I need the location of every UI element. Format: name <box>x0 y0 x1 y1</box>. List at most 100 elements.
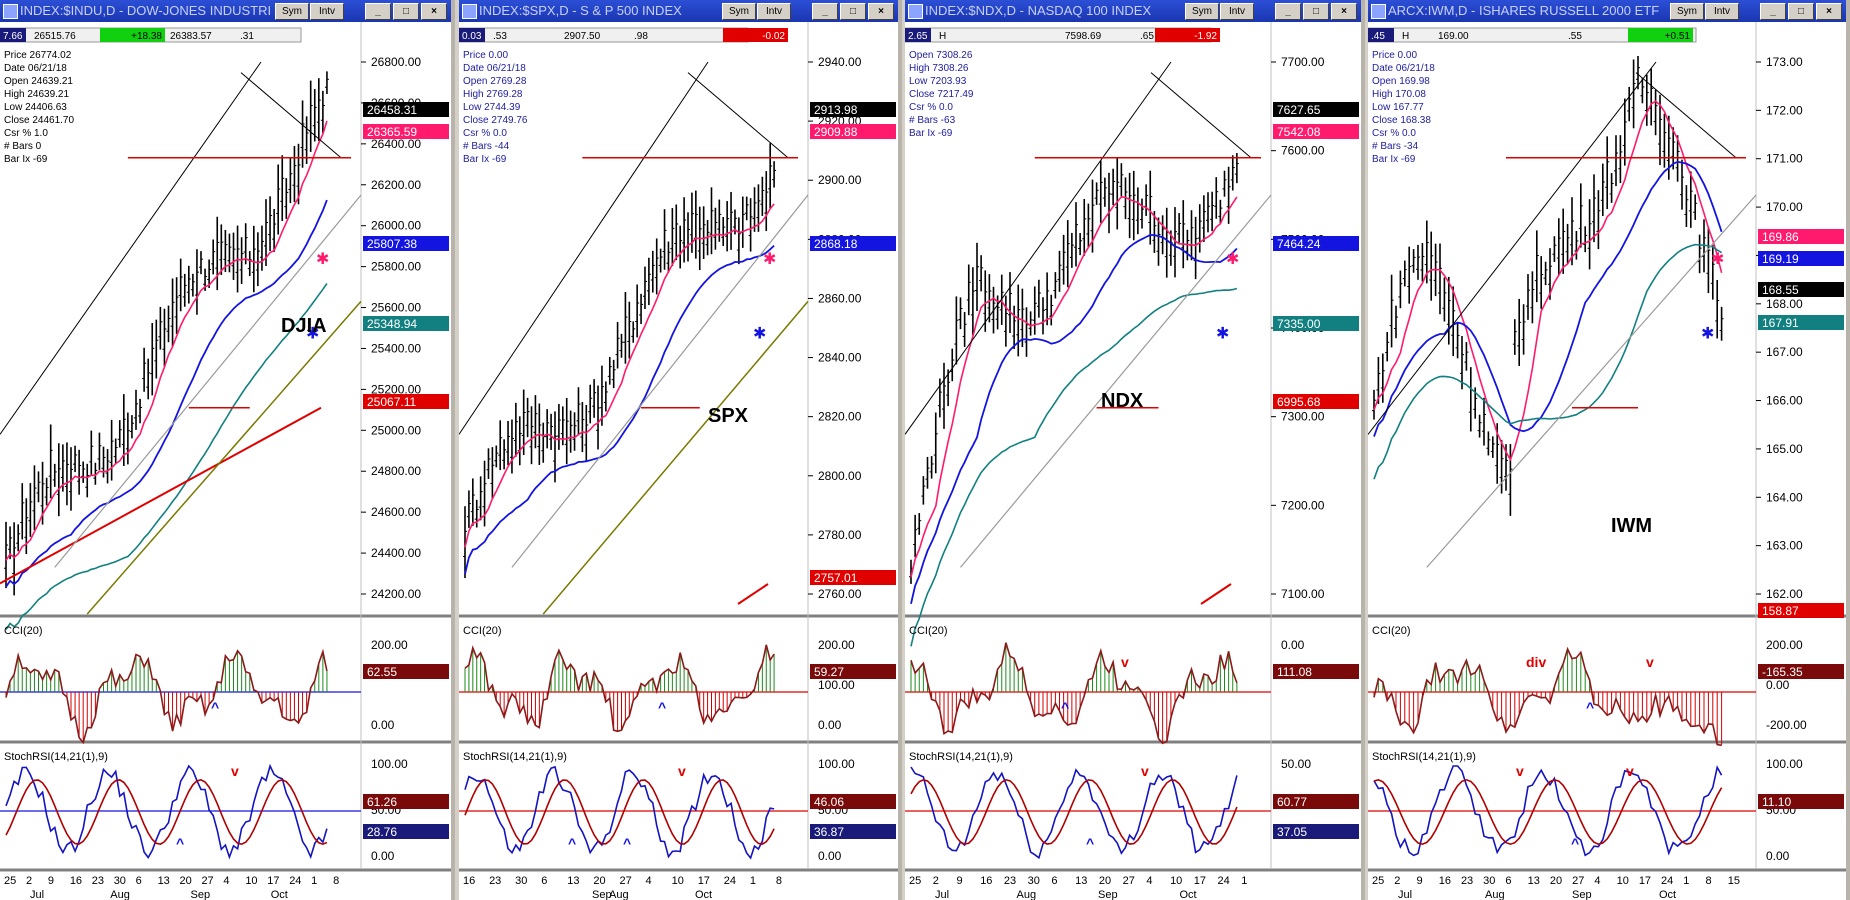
price-tick-label: 2800.00 <box>818 469 862 483</box>
quote-change-box <box>100 28 165 42</box>
quote-value-3: .65 <box>1140 31 1154 42</box>
quote-open-box <box>459 28 485 42</box>
quote-change-value: +0.51 <box>1665 31 1691 42</box>
system-menu-icon[interactable] <box>908 4 923 19</box>
x-axis-month-label: Jul <box>935 889 949 900</box>
x-axis-month-label: Aug <box>110 889 130 900</box>
intv-button[interactable]: Intv <box>1705 3 1739 20</box>
price-tick-label: 2940.00 <box>818 55 862 69</box>
system-menu-icon[interactable] <box>1371 4 1386 19</box>
star-marker-icon: ✱ <box>1701 326 1714 343</box>
x-axis-day-label: 30 <box>515 875 527 887</box>
price-tick-label: 24200.00 <box>371 587 421 601</box>
cci-title: CCI(20) <box>1372 625 1411 637</box>
info-line: Low 167.77 <box>1372 102 1424 113</box>
quote-change-box <box>1155 28 1220 42</box>
minimize-icon[interactable]: _ <box>1275 3 1301 20</box>
minimize-icon[interactable]: _ <box>812 3 838 20</box>
price-tag <box>810 236 896 251</box>
x-axis-day-label: 20 <box>1550 875 1562 887</box>
sym-button[interactable]: Sym <box>1670 3 1704 20</box>
price-tag-value: 169.86 <box>1762 230 1799 244</box>
sym-button[interactable]: Sym <box>1185 3 1219 20</box>
stoch-tick-label: 100.00 <box>818 757 855 771</box>
price-tick-label: 24600.00 <box>371 505 421 519</box>
price-tick-label: 25200.00 <box>371 382 421 396</box>
sym-button[interactable]: Sym <box>722 3 756 20</box>
quote-value-3: .31 <box>240 31 254 42</box>
sym-button[interactable]: Sym <box>275 3 309 20</box>
price-tick-label: 166.00 <box>1766 394 1803 408</box>
info-line: Open 24639.21 <box>4 76 73 87</box>
price-tag-value: 169.19 <box>1762 252 1799 266</box>
price-tag <box>1758 251 1844 266</box>
intv-button[interactable]: Intv <box>310 3 344 20</box>
price-info-block: Price 26774.02 Date 06/21/18 Open 24639.21… <box>4 50 74 165</box>
star-marker-icon: ✱ <box>316 251 329 268</box>
close-icon[interactable]: × <box>421 3 447 20</box>
price-bars <box>4 71 329 596</box>
quote-change-value: -1.92 <box>1194 31 1217 42</box>
minimize-icon[interactable]: _ <box>1760 3 1786 20</box>
maximize-icon[interactable]: □ <box>1788 3 1814 20</box>
cci-tick-label: 200.00 <box>818 638 855 652</box>
price-tag <box>1273 124 1359 139</box>
info-line: Close 2749.76 <box>463 115 528 126</box>
x-axis-month-label: Aug <box>1485 889 1505 900</box>
stoch-annotation: v <box>1626 763 1634 779</box>
close-icon[interactable]: × <box>868 3 894 20</box>
price-tick-label: 25000.00 <box>371 423 421 437</box>
cci-line <box>5 648 328 745</box>
stoch-annotation: ^ <box>176 835 184 851</box>
cci-line <box>464 644 775 733</box>
x-axis-month-label: Jul <box>1398 889 1412 900</box>
price-tick-label: 7200.00 <box>1281 498 1325 512</box>
price-tag-value: 26458.31 <box>367 103 417 117</box>
price-tick-label: 26200.00 <box>371 178 421 192</box>
x-axis-day-label: 16 <box>70 875 82 887</box>
price-tag-value: 167.91 <box>1762 316 1799 330</box>
info-line: Bar Ix -69 <box>463 154 507 165</box>
system-menu-icon[interactable] <box>462 4 477 19</box>
stoch-title: StochRSI(14,21(1),9) <box>1372 751 1476 763</box>
stoch-value-tag <box>363 794 449 809</box>
price-tick-label: 2840.00 <box>818 351 862 365</box>
maximize-icon[interactable]: □ <box>393 3 419 20</box>
x-axis-day-label: 15 <box>1728 875 1740 887</box>
intv-button[interactable]: Intv <box>1220 3 1254 20</box>
info-line: # Bars -44 <box>463 141 510 152</box>
x-axis-day-label: 30 <box>114 875 126 887</box>
trend-line-upper <box>1368 61 1657 435</box>
x-axis-day-label: 13 <box>1528 875 1540 887</box>
minimize-icon[interactable]: _ <box>365 3 391 20</box>
price-tag-value: 168.55 <box>1762 283 1799 297</box>
price-tag-value: 26365.59 <box>367 125 417 139</box>
maximize-icon[interactable]: □ <box>840 3 866 20</box>
price-tag-value: 2757.01 <box>814 571 858 585</box>
x-axis-day-label: 1 <box>1241 875 1247 887</box>
quote-open-box <box>1368 28 1394 42</box>
price-tick-label: 7100.00 <box>1281 587 1325 601</box>
maximize-icon[interactable]: □ <box>1303 3 1329 20</box>
x-axis-day-label: 25 <box>909 875 921 887</box>
info-line: Csr % 0.0 <box>909 102 953 113</box>
stoch-annotation: v <box>1141 763 1149 779</box>
x-axis-day-label: 24 <box>1661 875 1673 887</box>
stoch-value-tag-text: 37.05 <box>1277 825 1307 839</box>
stoch-title: StochRSI(14,21(1),9) <box>4 751 108 763</box>
trend-line-olive <box>542 300 809 615</box>
intv-button[interactable]: Intv <box>757 3 791 20</box>
cci-line <box>910 642 1238 745</box>
trend-line-resistance <box>240 72 342 159</box>
stoch-d-line <box>1373 778 1723 846</box>
system-menu-icon[interactable] <box>3 4 18 19</box>
window-titlebar: INDEX:$NDX,D - NASDAQ 100 INDEX Sym Intv _ □… <box>905 0 1361 22</box>
price-tick-label: 2860.00 <box>818 291 862 305</box>
close-icon[interactable]: × <box>1331 3 1357 20</box>
close-icon[interactable]: × <box>1816 3 1842 20</box>
cci-tick-label: 200.00 <box>1766 638 1803 652</box>
price-tag <box>1273 316 1359 331</box>
price-tick-label: 168.00 <box>1766 297 1803 311</box>
chart-symbol-label: NDX <box>1101 390 1144 412</box>
info-line: Date 06/21/18 <box>463 63 526 74</box>
